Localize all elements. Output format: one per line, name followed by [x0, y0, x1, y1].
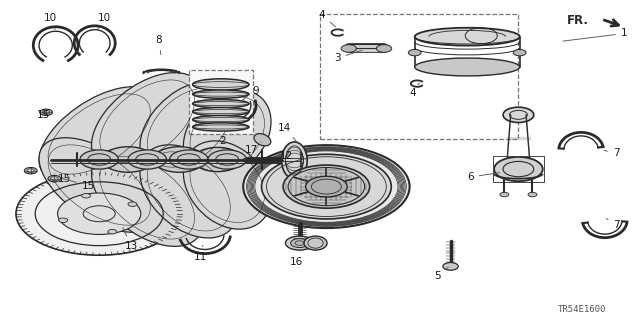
Text: 5: 5	[434, 267, 449, 281]
Text: 11: 11	[194, 245, 207, 262]
Text: 9: 9	[242, 86, 259, 100]
Text: TR54E1600: TR54E1600	[558, 305, 607, 314]
Circle shape	[170, 150, 208, 169]
Circle shape	[48, 175, 61, 182]
Text: 2: 2	[220, 136, 226, 146]
Circle shape	[154, 147, 205, 172]
Text: 1: 1	[563, 28, 627, 41]
Text: 4: 4	[319, 10, 336, 27]
Circle shape	[128, 150, 166, 169]
Ellipse shape	[39, 138, 159, 232]
Text: 10: 10	[44, 12, 56, 29]
Circle shape	[193, 147, 242, 172]
Ellipse shape	[140, 145, 237, 238]
Polygon shape	[507, 137, 530, 139]
Ellipse shape	[140, 81, 237, 174]
Text: 8: 8	[156, 35, 162, 55]
Ellipse shape	[193, 90, 249, 98]
Circle shape	[341, 45, 356, 52]
Ellipse shape	[39, 87, 159, 181]
Circle shape	[262, 154, 391, 219]
Ellipse shape	[193, 115, 249, 124]
Circle shape	[500, 192, 509, 197]
Ellipse shape	[415, 58, 520, 76]
Ellipse shape	[193, 108, 249, 116]
Text: 15: 15	[54, 174, 70, 184]
Ellipse shape	[193, 100, 249, 108]
Text: 17: 17	[245, 142, 261, 155]
Ellipse shape	[92, 73, 203, 170]
Circle shape	[503, 107, 534, 122]
Ellipse shape	[193, 79, 249, 90]
Polygon shape	[507, 115, 511, 163]
Circle shape	[208, 150, 246, 169]
Text: 15: 15	[63, 179, 95, 191]
Ellipse shape	[304, 236, 327, 250]
Text: 4: 4	[410, 83, 419, 98]
Text: 10: 10	[97, 12, 111, 30]
Circle shape	[80, 150, 118, 169]
Circle shape	[408, 49, 421, 56]
Text: 15: 15	[37, 110, 50, 120]
Bar	[320, 14, 518, 139]
Circle shape	[40, 109, 52, 115]
Circle shape	[513, 49, 526, 56]
Circle shape	[494, 157, 543, 181]
Circle shape	[283, 165, 370, 208]
Ellipse shape	[415, 28, 520, 46]
Circle shape	[291, 239, 308, 248]
Ellipse shape	[254, 134, 271, 146]
Circle shape	[128, 202, 137, 206]
Circle shape	[58, 193, 141, 234]
Circle shape	[376, 45, 392, 52]
Circle shape	[528, 192, 537, 197]
Circle shape	[443, 263, 458, 270]
Text: 7: 7	[606, 219, 620, 230]
Ellipse shape	[193, 123, 249, 131]
Bar	[493, 156, 544, 182]
Text: 6: 6	[467, 172, 500, 182]
Circle shape	[102, 147, 154, 172]
Text: 12: 12	[280, 151, 293, 161]
Circle shape	[108, 229, 117, 234]
Text: 16: 16	[290, 250, 303, 267]
Text: 14: 14	[278, 122, 298, 143]
Circle shape	[59, 218, 68, 223]
Circle shape	[81, 194, 90, 198]
Text: 13: 13	[123, 227, 138, 251]
Bar	[189, 70, 253, 134]
Ellipse shape	[282, 142, 307, 179]
Text: 3: 3	[334, 50, 362, 63]
Circle shape	[285, 236, 314, 250]
Text: 7: 7	[604, 148, 620, 158]
Circle shape	[16, 172, 182, 255]
Ellipse shape	[184, 90, 271, 178]
Ellipse shape	[92, 149, 203, 246]
Ellipse shape	[184, 141, 271, 229]
Circle shape	[306, 176, 347, 197]
Circle shape	[243, 145, 410, 228]
Circle shape	[24, 167, 37, 174]
Polygon shape	[526, 115, 530, 163]
Text: FR.: FR.	[567, 14, 589, 27]
